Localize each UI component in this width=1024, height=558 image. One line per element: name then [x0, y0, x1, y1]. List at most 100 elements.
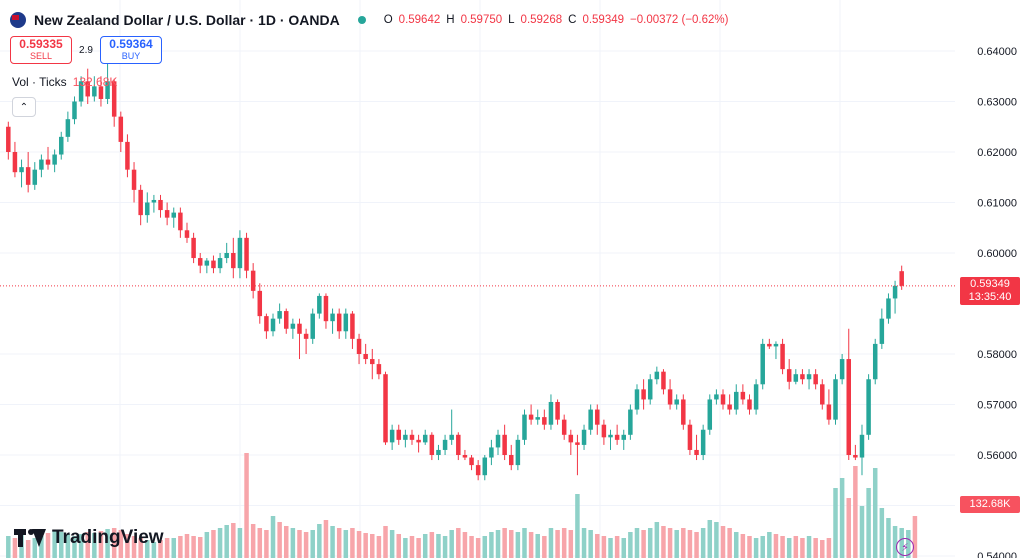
candle[interactable] — [264, 313, 269, 339]
candle[interactable] — [846, 328, 852, 461]
candle[interactable] — [270, 313, 276, 337]
candle[interactable] — [105, 63, 110, 105]
candle[interactable] — [363, 343, 368, 365]
candle[interactable] — [197, 253, 203, 274]
candle[interactable] — [614, 424, 620, 445]
candle[interactable] — [403, 429, 408, 448]
candle[interactable] — [184, 222, 190, 243]
candle[interactable] — [727, 394, 732, 415]
candle[interactable] — [257, 283, 263, 324]
candle[interactable] — [853, 444, 858, 461]
candle[interactable] — [886, 293, 891, 324]
candle[interactable] — [65, 111, 71, 142]
candle[interactable] — [217, 253, 223, 274]
candle[interactable] — [131, 162, 137, 203]
market-status-icon[interactable] — [357, 16, 366, 24]
candle[interactable] — [786, 359, 792, 390]
candle[interactable] — [350, 311, 355, 349]
volume-legend[interactable]: Vol · Ticks 132.68K — [12, 75, 117, 89]
candle[interactable] — [700, 424, 706, 461]
candle[interactable] — [277, 303, 282, 324]
candle[interactable] — [78, 76, 84, 107]
candle[interactable] — [813, 369, 818, 390]
candle[interactable] — [284, 308, 289, 334]
candle[interactable] — [800, 369, 805, 385]
candle[interactable] — [224, 242, 229, 264]
candle[interactable] — [231, 237, 236, 279]
candle[interactable] — [39, 154, 44, 178]
candle[interactable] — [793, 369, 799, 385]
candle[interactable] — [389, 424, 395, 450]
candle[interactable] — [773, 341, 779, 360]
candle[interactable] — [581, 424, 587, 450]
candle[interactable] — [422, 429, 428, 445]
candle[interactable] — [356, 333, 362, 365]
candle[interactable] — [548, 394, 554, 430]
candle[interactable] — [575, 434, 580, 476]
candle[interactable] — [244, 232, 249, 279]
candle[interactable] — [734, 384, 739, 415]
candle[interactable] — [376, 359, 382, 380]
candle[interactable] — [621, 429, 627, 450]
candle[interactable] — [171, 207, 177, 228]
candle[interactable] — [469, 455, 474, 471]
lightning-icon[interactable]: ⚡ — [896, 538, 914, 556]
candle[interactable] — [641, 379, 646, 410]
candle[interactable] — [647, 374, 653, 405]
candle[interactable] — [475, 460, 481, 481]
candle[interactable] — [833, 374, 838, 425]
candle[interactable] — [555, 399, 560, 425]
candle[interactable] — [416, 434, 421, 453]
candle[interactable] — [720, 389, 726, 410]
candle[interactable] — [522, 409, 527, 445]
candle[interactable] — [820, 379, 825, 410]
candle[interactable] — [588, 404, 593, 435]
candle[interactable] — [336, 308, 342, 339]
candle[interactable] — [436, 444, 441, 461]
candle[interactable] — [111, 78, 117, 127]
candle[interactable] — [343, 308, 349, 339]
candle[interactable] — [542, 409, 547, 430]
candle[interactable] — [899, 265, 904, 290]
candle[interactable] — [489, 439, 494, 466]
candle[interactable] — [12, 141, 18, 178]
candle[interactable] — [45, 146, 51, 170]
candle[interactable] — [456, 432, 461, 461]
candle[interactable] — [125, 134, 130, 178]
candle[interactable] — [634, 384, 640, 415]
candle[interactable] — [482, 455, 488, 481]
candle[interactable] — [535, 409, 540, 425]
candle[interactable] — [32, 162, 38, 190]
candle[interactable] — [145, 192, 150, 223]
candle[interactable] — [568, 429, 574, 455]
candle[interactable] — [839, 354, 845, 385]
candle[interactable] — [409, 429, 415, 445]
candle[interactable] — [85, 68, 90, 105]
candle[interactable] — [826, 389, 832, 425]
candle[interactable] — [654, 366, 660, 385]
candle[interactable] — [396, 424, 402, 445]
candle[interactable] — [674, 394, 679, 410]
candle[interactable] — [330, 308, 335, 334]
candle[interactable] — [25, 152, 31, 193]
sell-button[interactable]: 0.59335 SELL — [10, 36, 72, 64]
candle[interactable] — [509, 444, 514, 471]
candle[interactable] — [780, 338, 785, 375]
candle[interactable] — [158, 194, 163, 218]
candle[interactable] — [502, 424, 507, 461]
candle[interactable] — [303, 328, 309, 354]
candle[interactable] — [250, 263, 256, 299]
candle[interactable] — [442, 434, 448, 455]
candle[interactable] — [449, 409, 454, 445]
candle[interactable] — [515, 434, 521, 471]
candle[interactable] — [859, 424, 865, 476]
candle[interactable] — [753, 379, 759, 415]
candle[interactable] — [237, 230, 243, 279]
candle[interactable] — [601, 419, 607, 445]
candle[interactable] — [608, 429, 613, 450]
candle[interactable] — [370, 348, 375, 380]
candle[interactable] — [118, 111, 124, 152]
candle[interactable] — [92, 76, 97, 102]
candle[interactable] — [667, 379, 673, 410]
